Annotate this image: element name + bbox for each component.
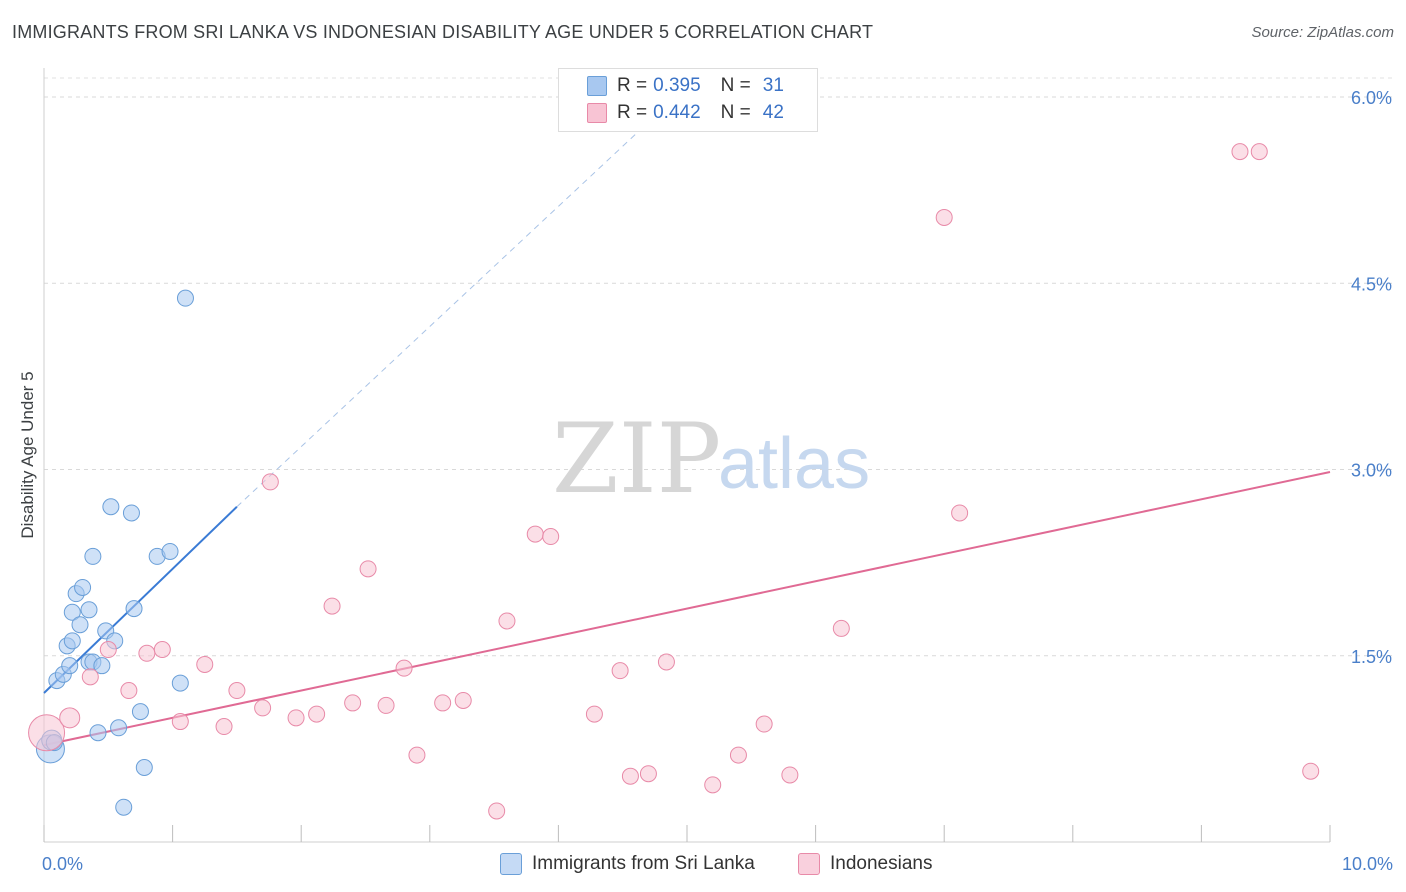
point-indonesians — [120, 682, 138, 700]
point-indonesians — [657, 653, 675, 671]
point-sri-lanka — [171, 674, 189, 692]
legend-swatch-indonesians — [587, 103, 607, 123]
legend-n-value: 42 — [762, 102, 784, 123]
point-sri-lanka — [131, 703, 149, 721]
point-sri-lanka — [115, 798, 133, 816]
legend-r-value: 0.442 — [653, 102, 701, 123]
point-sri-lanka — [135, 759, 153, 776]
point-indonesians — [832, 619, 850, 637]
trendline — [43, 471, 1331, 747]
point-sri-lanka — [63, 603, 81, 621]
point-sri-lanka — [63, 632, 81, 650]
watermark-zip: ZIP — [552, 403, 721, 515]
point-indonesians — [488, 802, 506, 820]
point-sri-lanka — [102, 498, 120, 516]
legend-swatch-sri-lanka — [587, 76, 607, 96]
point-indonesians — [81, 668, 99, 686]
point-sri-lanka — [110, 719, 128, 737]
y-tick-label: 4.5% — [1351, 274, 1392, 294]
point-sri-lanka — [89, 724, 107, 742]
point-indonesians — [99, 641, 117, 659]
point-indonesians — [59, 707, 81, 729]
point-sri-lanka — [161, 542, 179, 560]
point-sri-lanka — [74, 578, 92, 596]
point-sri-lanka — [122, 504, 140, 522]
point-indonesians — [729, 746, 747, 764]
x-tick-label: 10.0% — [1342, 854, 1393, 874]
legend-label-sri-lanka: Immigrants from Sri Lanka — [532, 853, 755, 874]
point-indonesians — [1231, 143, 1249, 161]
watermark: ZIP atlas — [552, 403, 870, 515]
point-indonesians — [228, 682, 246, 700]
point-indonesians — [935, 208, 953, 226]
legend-n-label: N = — [720, 75, 751, 96]
point-indonesians — [781, 766, 799, 784]
point-indonesians — [621, 767, 639, 785]
point-indonesians — [153, 641, 171, 659]
point-indonesians — [377, 696, 395, 714]
y-tick-label: 1.5% — [1351, 647, 1392, 667]
x-tick-label: 0.0% — [42, 854, 83, 874]
watermark-atlas: atlas — [718, 424, 870, 504]
legend-row-sri-lanka: R = 0.395 N = 31 — [587, 73, 817, 99]
point-sri-lanka — [176, 289, 194, 307]
legend-r-label: R = — [617, 75, 648, 96]
legend-swatch-sri-lanka — [500, 853, 522, 875]
legend-swatch-indonesians — [798, 853, 820, 875]
point-indonesians — [1250, 143, 1268, 161]
point-sri-lanka — [84, 547, 102, 565]
point-indonesians — [611, 662, 629, 680]
trendline-extension — [236, 133, 636, 508]
data-points — [28, 143, 1320, 820]
point-indonesians — [1302, 762, 1320, 780]
point-indonesians — [639, 765, 657, 783]
point-indonesians — [395, 659, 413, 677]
point-indonesians — [196, 655, 214, 673]
legend-item-sri-lanka[interactable]: Immigrants from Sri Lanka — [500, 852, 755, 876]
point-indonesians — [344, 694, 362, 712]
legend-r-label: R = — [617, 102, 648, 123]
legend-n-label: N = — [720, 102, 751, 123]
stats-legend: R = 0.395 N = 31 R = 0.442 N = 42 — [558, 68, 818, 132]
legend-r-value: 0.395 — [653, 75, 701, 96]
point-indonesians — [215, 718, 233, 736]
point-indonesians — [28, 714, 66, 752]
point-indonesians — [585, 705, 603, 723]
point-sri-lanka — [71, 616, 89, 634]
point-indonesians — [498, 612, 516, 630]
point-indonesians — [408, 746, 426, 764]
legend-n-value: 31 — [762, 75, 784, 96]
legend-item-indonesians[interactable]: Indonesians — [798, 852, 932, 876]
point-indonesians — [951, 504, 969, 522]
point-indonesians — [526, 525, 544, 543]
point-indonesians — [261, 473, 279, 491]
point-indonesians — [542, 528, 560, 546]
point-indonesians — [359, 560, 377, 578]
chart-title: IMMIGRANTS FROM SRI LANKA VS INDONESIAN … — [12, 22, 874, 42]
point-indonesians — [755, 715, 773, 733]
point-indonesians — [171, 713, 189, 731]
point-indonesians — [308, 705, 326, 723]
point-indonesians — [138, 644, 156, 662]
point-indonesians — [434, 694, 452, 712]
point-sri-lanka — [61, 657, 79, 675]
point-indonesians — [454, 691, 472, 709]
legend-row-indonesians: R = 0.442 N = 42 — [587, 100, 817, 126]
point-indonesians — [254, 699, 272, 717]
gridlines — [44, 77, 1392, 657]
tick-labels: 1.5% 3.0% 4.5% 6.0% 0.0% 10.0% — [42, 88, 1393, 874]
point-indonesians — [287, 709, 305, 727]
y-tick-label: 3.0% — [1351, 461, 1392, 481]
point-indonesians — [323, 597, 341, 615]
axes — [43, 68, 1331, 843]
point-indonesians — [704, 776, 722, 794]
point-sri-lanka — [93, 657, 111, 675]
point-sri-lanka — [80, 601, 98, 619]
point-sri-lanka — [125, 600, 143, 618]
y-tick-label: 6.0% — [1351, 88, 1392, 108]
source-label: Source: ZipAtlas.com — [1251, 24, 1394, 41]
legend-label-indonesians: Indonesians — [830, 853, 933, 874]
